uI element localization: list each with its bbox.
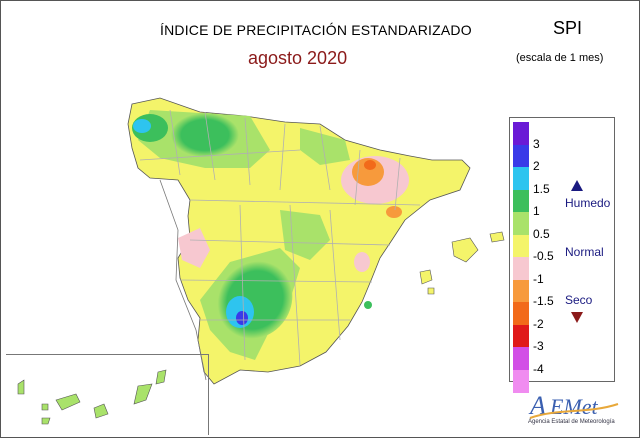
canary-la-palma xyxy=(17,379,25,395)
svg-text:A: A xyxy=(528,391,546,420)
map-title: ÍNDICE DE PRECIPITACIÓN ESTANDARIZADO xyxy=(160,22,472,38)
svg-text:EMet: EMet xyxy=(549,394,599,419)
canary-hierro xyxy=(41,417,51,425)
balearic-menorca xyxy=(489,231,505,243)
legend-category-normal: Normal xyxy=(565,245,604,259)
legend-swatch xyxy=(513,257,529,280)
dry-arrow-icon xyxy=(571,312,583,323)
canary-gran-canaria xyxy=(93,403,109,419)
legend-swatch xyxy=(513,279,529,303)
legend-label: 0.5 xyxy=(533,226,550,241)
balearic-ibiza xyxy=(419,269,433,285)
legend-label: 1 xyxy=(533,204,540,218)
legend-swatch xyxy=(513,189,529,213)
canary-inset-frame xyxy=(6,354,209,435)
legend-label: -3 xyxy=(533,339,544,353)
legend-swatch xyxy=(513,144,529,168)
map-period: agosto 2020 xyxy=(248,48,348,68)
legend-swatch xyxy=(513,212,529,235)
legend-label: 3 xyxy=(533,136,540,151)
legend-swatch xyxy=(513,347,529,370)
canary-fuerteventura xyxy=(133,383,153,405)
legend-swatch xyxy=(513,324,529,348)
legend-label: -0.5 xyxy=(533,249,554,263)
canary-lanzarote xyxy=(155,369,167,385)
logo-caption: Agencia Estatal de Meteorología xyxy=(528,419,615,425)
canary-gomera xyxy=(41,403,49,411)
legend-swatch xyxy=(513,369,529,393)
legend-label: 1.5 xyxy=(533,181,550,196)
legend-swatch xyxy=(513,302,529,325)
legend-label: -1 xyxy=(533,271,544,286)
legend-label: 2 xyxy=(533,159,540,173)
index-name: SPI xyxy=(553,18,583,38)
legend-category-dry: Seco xyxy=(565,293,593,307)
scale-note: (escala de 1 mes) xyxy=(516,52,604,64)
legend-swatch xyxy=(513,234,529,258)
legend-category-wet: Humedo xyxy=(565,196,611,210)
balearic-mallorca xyxy=(451,237,479,263)
wet-arrow-icon xyxy=(571,180,583,191)
canary-tenerife xyxy=(55,393,81,411)
legend-swatch xyxy=(513,167,529,190)
legend-swatch xyxy=(513,122,529,145)
legend-label: -4 xyxy=(533,361,544,376)
legend-label: -2 xyxy=(533,316,544,331)
legend-label: -1.5 xyxy=(533,294,554,308)
aemet-logo: A EMet xyxy=(528,391,619,420)
